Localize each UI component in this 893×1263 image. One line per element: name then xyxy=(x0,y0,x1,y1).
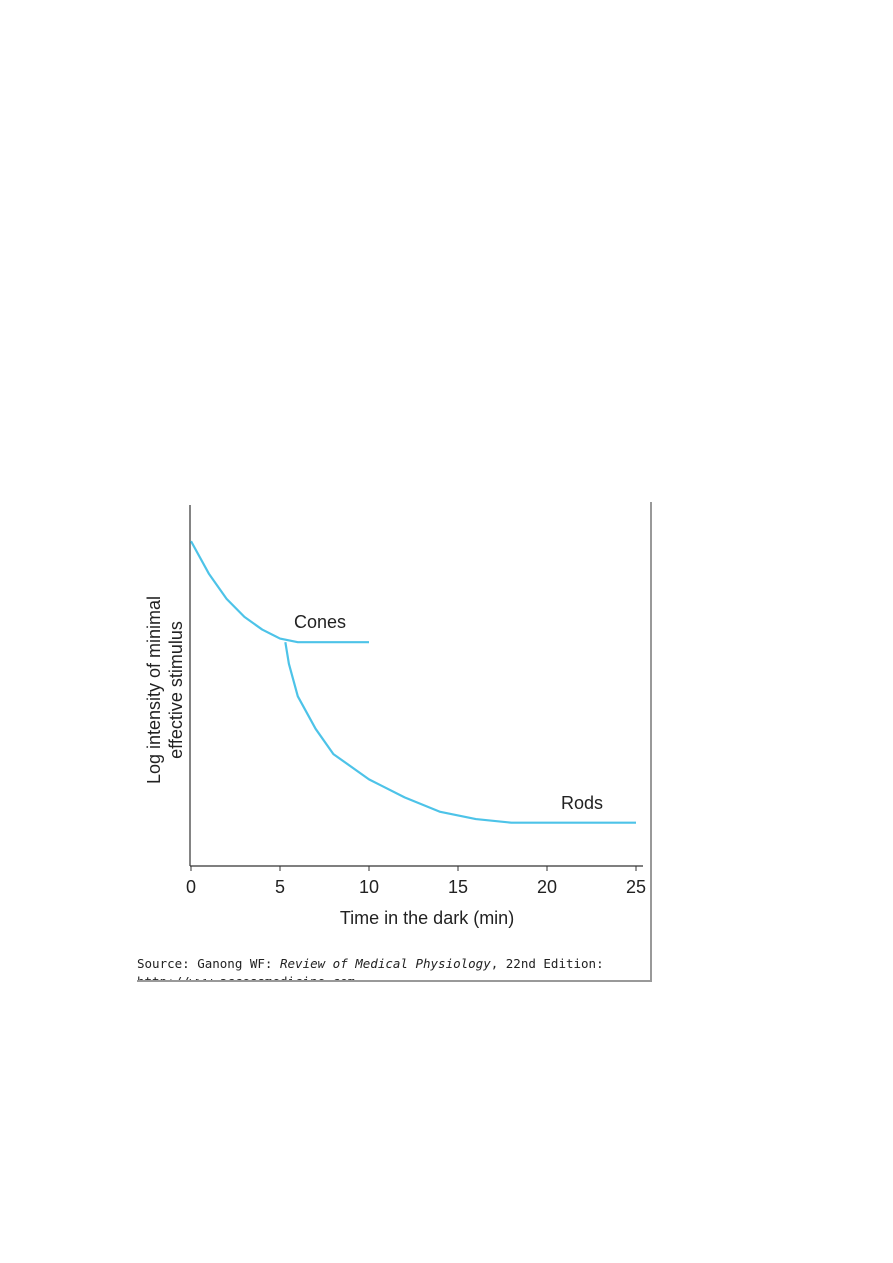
x-tick-label: 5 xyxy=(275,877,285,897)
x-axis-label: Time in the dark (min) xyxy=(340,908,514,928)
x-tick-label: 0 xyxy=(186,877,196,897)
x-tick-label: 20 xyxy=(537,877,557,897)
source-prefix: Source: Ganong WF: xyxy=(137,956,272,971)
source-url: http://www.accessmedicine.com xyxy=(137,974,355,989)
source-title: Review of Medical Physiology xyxy=(280,956,491,971)
y-axis-label: Log intensity of minimal effective stimu… xyxy=(144,596,186,784)
chart-frame xyxy=(135,500,652,982)
source-note: Source: Ganong WF: Review of Medical Phy… xyxy=(137,956,604,989)
source-text: Source: Ganong WF: Review of Medical Phy… xyxy=(137,956,604,971)
x-tick-label: 10 xyxy=(359,877,379,897)
series-label: Cones xyxy=(294,612,346,632)
x-tick-label: 25 xyxy=(626,877,646,897)
x-tick-label: 15 xyxy=(448,877,468,897)
y-axis-label-line: Log intensity of minimal xyxy=(144,596,164,784)
series-line xyxy=(190,540,369,644)
series-label: Rods xyxy=(561,793,603,813)
series-line xyxy=(284,642,636,824)
y-axis-label-line: effective stimulus xyxy=(166,621,186,759)
source-edition: , 22nd Edition: xyxy=(491,956,604,971)
